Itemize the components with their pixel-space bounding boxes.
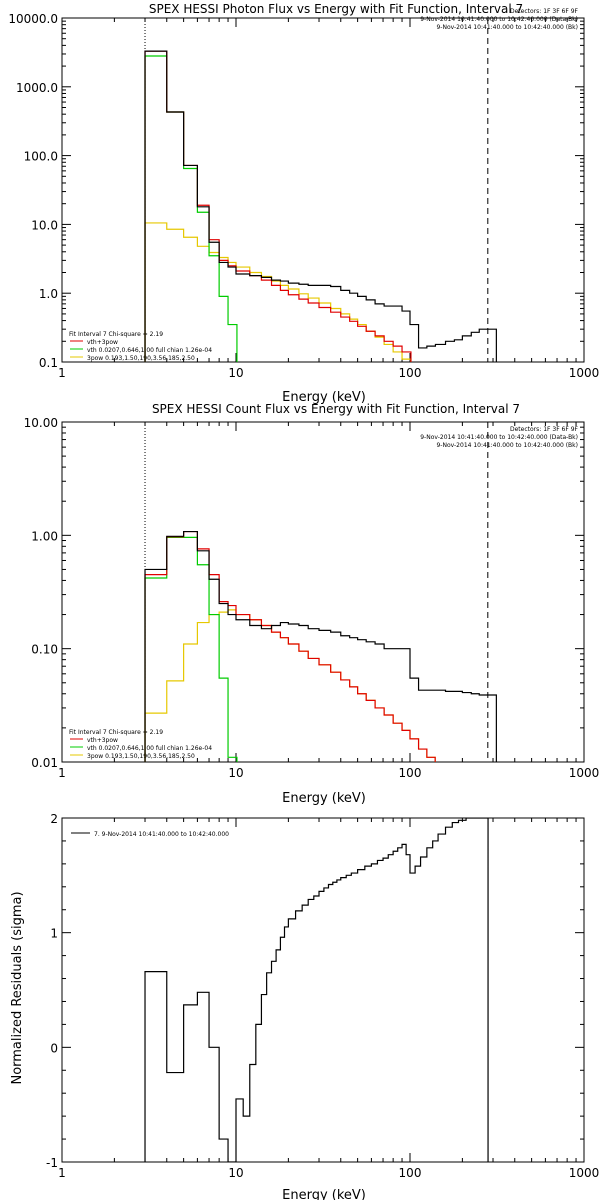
legend-title: Fit Interval 7 Chi-square = 2.19 (69, 729, 163, 736)
legend-label: 7. 9-Nov-2014 10:41:40.000 to 10:42:40.0… (94, 831, 229, 838)
series-data-bk-step-line (144, 530, 497, 762)
y-tick-label: 10.00 (24, 416, 58, 430)
y-tick-label: 1.00 (31, 529, 58, 543)
legend: Fit Interval 7 Chi-square = 2.19 vth+3po… (69, 729, 212, 760)
y-tick-label: 0.1 (39, 356, 58, 370)
y-tick-label: 1 (50, 927, 58, 941)
y-tick-label: 10000.0 (8, 12, 58, 26)
header-line: 9-Nov-2014 10:41:40.000 to 10:42:40.000 … (436, 442, 578, 449)
y-tick-label: -1 (46, 1156, 58, 1170)
series-vth-3pow-step-line (144, 530, 436, 762)
header-text: Detectors: 1F 3F 6F 9F 9-Nov-2014 10:41:… (420, 8, 578, 31)
chart-title: SPEX HESSI Count Flux vs Energy with Fit… (152, 402, 520, 416)
legend-label: vth 0.0207,0.646,1.00 full chian 1.26e-0… (87, 745, 212, 752)
y-tick-label: 1000.0 (16, 81, 58, 95)
header-line: Detectors: 1F 3F 6F 9F (510, 8, 579, 15)
header-text: Detectors: 1F 3F 6F 9F 9-Nov-2014 10:41:… (420, 426, 578, 449)
y-tick-label: 0.10 (31, 643, 58, 657)
header-line: 9-Nov-2014 10:41:40.000 to 10:42:40.000 … (420, 434, 578, 441)
x-tick-label: 10 (228, 766, 243, 780)
series-data-bk-step-line (144, 50, 497, 362)
count-flux-chart: SPEX HESSI Count Flux vs Energy with Fit… (24, 402, 600, 806)
y-axis-label: Normalized Residuals (sigma) (10, 891, 25, 1084)
photon-flux-chart: SPEX HESSI Photon Flux vs Energy with Fi… (8, 2, 599, 405)
x-tick-label: 1 (58, 1166, 66, 1180)
header-line: 9-Nov-2014 10:41:40.000 to 10:42:40.000 … (436, 24, 578, 31)
residuals-chart: 7. 9-Nov-2014 10:41:40.000 to 10:42:40.0… (10, 812, 599, 1200)
series-vth-step-line (144, 55, 238, 362)
plot-frame (61, 817, 585, 1163)
series-3pow-step-line (144, 609, 436, 762)
y-tick-label: 10.0 (31, 218, 58, 232)
plot-frame (61, 17, 585, 363)
x-tick-label: 1000 (569, 1166, 600, 1180)
x-tick-label: 100 (399, 766, 422, 780)
legend: 7. 9-Nov-2014 10:41:40.000 to 10:42:40.0… (71, 831, 229, 838)
x-tick-label: 100 (399, 366, 422, 380)
x-tick-label: 10 (228, 366, 243, 380)
x-tick-label: 1000 (569, 366, 600, 380)
legend: Fit Interval 7 Chi-square = 2.19 vth+3po… (69, 331, 212, 362)
legend-label: vth+3pow (87, 737, 118, 744)
x-axis-label: Energy (keV) (282, 791, 366, 806)
legend-title: Fit Interval 7 Chi-square = 2.19 (69, 331, 163, 338)
series-vth-3pow-step-line (144, 50, 412, 362)
x-tick-label: 1 (58, 766, 66, 780)
x-tick-label: 1 (58, 366, 66, 380)
x-tick-label: 1000 (569, 766, 600, 780)
header-line: 9-Nov-2014 10:41:40.000 to 10:42:40.000 … (420, 16, 578, 23)
y-tick-label: 2 (50, 812, 58, 826)
x-axis-label: Energy (keV) (282, 390, 366, 405)
plot-frame (61, 421, 585, 763)
y-tick-label: 0 (50, 1041, 58, 1055)
legend-label: 3pow 0.193,1.50,190,3.56,185,2.50 (87, 753, 195, 760)
legend-label: 3pow 0.193,1.50,190,3.56,185,2.50 (87, 355, 195, 362)
x-tick-label: 10 (228, 1166, 243, 1180)
chart-title: SPEX HESSI Photon Flux vs Energy with Fi… (149, 2, 523, 16)
series-7-9-nov-2014-10-41-40-000-to-10-42-40-000-step-line (144, 818, 489, 1162)
header-line: Detectors: 1F 3F 6F 9F (510, 426, 579, 433)
y-tick-label: 100.0 (24, 150, 58, 164)
y-tick-label: 0.01 (31, 756, 58, 770)
x-axis-label: Energy (keV) (282, 1188, 366, 1200)
legend-label: vth+3pow (87, 339, 118, 346)
y-tick-label: 1.0 (39, 287, 58, 301)
legend-label: vth 0.0207,0.646,1.00 full chian 1.26e-0… (87, 347, 212, 354)
x-tick-label: 100 (399, 1166, 422, 1180)
series-3pow-step-line (144, 222, 412, 362)
